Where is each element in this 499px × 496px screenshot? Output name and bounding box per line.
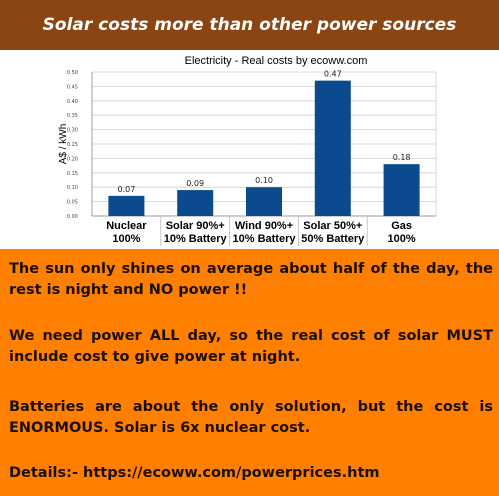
category-label: Nuclear bbox=[106, 220, 147, 232]
category-label: 100% bbox=[112, 233, 140, 245]
y-axis-label: A$ / kWh bbox=[58, 124, 69, 165]
category-label: 10% Battery bbox=[164, 233, 228, 245]
paragraph-batteries: Batteries are about the only solution, b… bbox=[9, 399, 493, 436]
y-tick-label: 0.30 bbox=[67, 128, 78, 134]
y-tick-label: 0.20 bbox=[67, 156, 78, 162]
data-label: 0.47 bbox=[324, 70, 342, 79]
bar bbox=[314, 80, 351, 216]
y-tick-label: 0.00 bbox=[67, 214, 78, 220]
data-label: 0.10 bbox=[255, 176, 273, 185]
bar bbox=[246, 187, 282, 216]
y-tick-label: 0.40 bbox=[67, 99, 78, 105]
bar bbox=[383, 164, 420, 216]
header-banner: Solar costs more than other power source… bbox=[0, 0, 499, 50]
bar-chart: Electricity - Real costs by ecoww.com 0.0… bbox=[58, 55, 437, 246]
y-tick-label: 0.25 bbox=[67, 142, 78, 148]
category-label: Solar 50%+ bbox=[303, 220, 362, 232]
bar bbox=[108, 195, 145, 216]
y-tick-label: 0.05 bbox=[67, 200, 78, 206]
category-label: 10% Battery bbox=[233, 233, 297, 245]
chart-title: Electricity - Real costs by ecoww.com bbox=[185, 55, 368, 67]
y-tick-label: 0.45 bbox=[67, 84, 78, 90]
details-link[interactable]: Details:- https://ecoww.com/powerprices.… bbox=[9, 465, 380, 481]
paragraph-power-all-day: We need power ALL day, so the real cost … bbox=[9, 328, 493, 365]
y-tick-label: 0.50 bbox=[67, 70, 78, 76]
header-title: Solar costs more than other power source… bbox=[42, 15, 457, 35]
data-label: 0.09 bbox=[186, 179, 204, 188]
chart-area: Electricity - Real costs by ecoww.com 0.0… bbox=[0, 50, 499, 249]
data-label: 0.18 bbox=[393, 153, 411, 162]
bar bbox=[177, 190, 214, 216]
category-label: Solar 90%+ bbox=[166, 220, 225, 232]
text-panel: The sun only shines on average about hal… bbox=[0, 249, 499, 496]
y-tick-label: 0.15 bbox=[67, 171, 78, 177]
y-tick-label: 0.35 bbox=[67, 113, 78, 119]
paragraph-sun: The sun only shines on average about hal… bbox=[9, 261, 493, 298]
data-label: 0.07 bbox=[117, 185, 135, 194]
category-label: Wind 90%+ bbox=[235, 220, 293, 232]
category-label: 100% bbox=[388, 233, 416, 245]
category-label: 50% Battery bbox=[301, 233, 365, 245]
category-label: Gas bbox=[391, 220, 412, 232]
y-tick-label: 0.10 bbox=[67, 185, 78, 191]
